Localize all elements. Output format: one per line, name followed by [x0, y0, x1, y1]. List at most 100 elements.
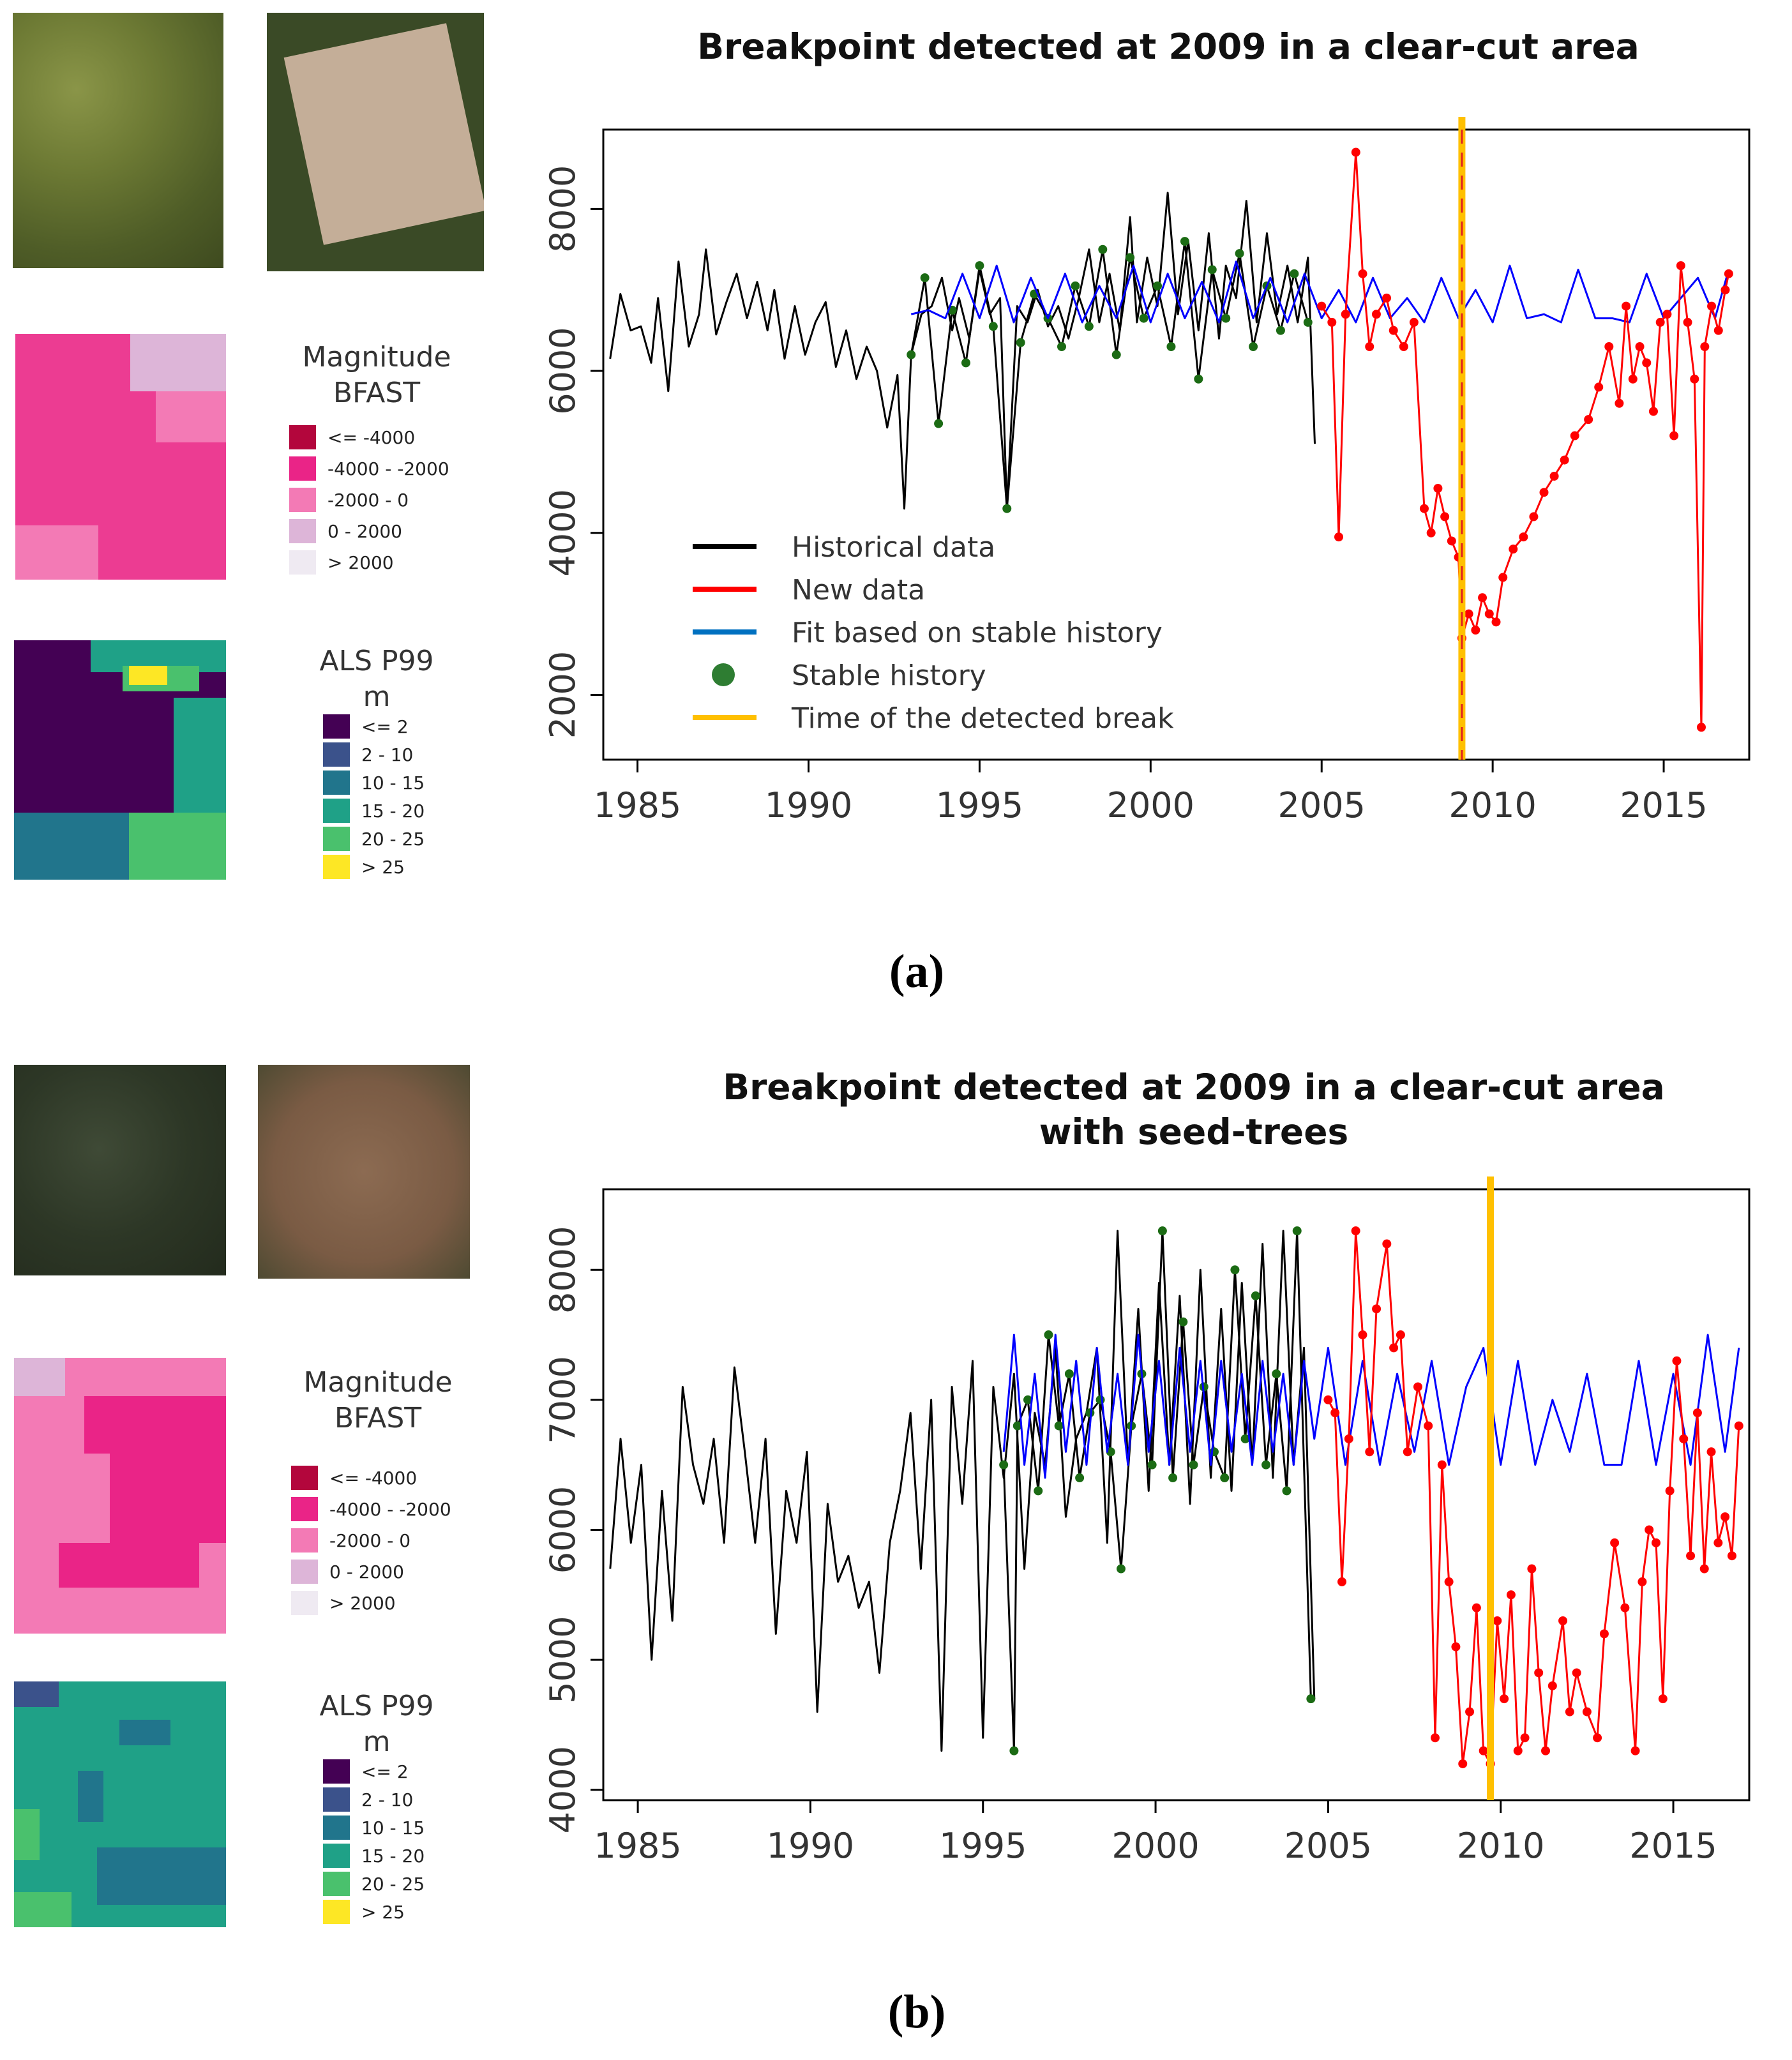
- new-data-point: [1652, 1538, 1661, 1547]
- als-legend-title-b: ALS P99 m: [319, 1690, 434, 1758]
- stable-history-point: [1084, 322, 1094, 331]
- new-data-point: [1520, 1733, 1530, 1743]
- legend-swatch: [323, 1816, 350, 1840]
- new-data-point: [1658, 1694, 1668, 1704]
- plot-frame: [602, 1188, 1751, 1801]
- stable-history-point: [1013, 1421, 1022, 1431]
- legend-swatch: [289, 519, 316, 543]
- new-data-point: [1351, 1226, 1360, 1236]
- new-data-line: [1327, 1229, 1740, 1765]
- stable-history-point: [1139, 313, 1148, 323]
- y-tick-label: 4000: [543, 1746, 583, 1833]
- legend-swatch: [323, 1844, 350, 1868]
- x-tick-label: 2005: [1284, 1826, 1372, 1866]
- stable-history-point: [1064, 1369, 1074, 1379]
- new-data-point: [1337, 1577, 1347, 1586]
- new-data-point: [1403, 1447, 1412, 1457]
- new-data-point: [1451, 1642, 1461, 1651]
- new-data-point: [1630, 1746, 1640, 1756]
- legend-entry: -4000 - -2000: [291, 1496, 451, 1522]
- historical-data-line: [609, 192, 1316, 510]
- new-data-point: [1389, 326, 1398, 335]
- new-data-point: [1669, 431, 1679, 440]
- new-data-point: [1433, 484, 1443, 493]
- stable-history-point: [1153, 281, 1163, 290]
- stable-history-point: [1235, 249, 1244, 259]
- legend-swatch: [289, 425, 316, 449]
- new-data-point: [1700, 342, 1710, 351]
- stable-history-line: [910, 240, 1309, 510]
- y-tick-label: 5000: [543, 1616, 583, 1703]
- new-data-point: [1498, 573, 1508, 582]
- new-data-point: [1529, 512, 1539, 522]
- legend-label: 20 - 25: [361, 828, 425, 850]
- new-data-point: [1683, 317, 1692, 327]
- legend-entry: > 2000: [291, 1590, 396, 1616]
- new-data-point: [1549, 471, 1559, 481]
- legend-entry: 15 - 20: [323, 798, 425, 823]
- stable-history-point: [975, 261, 984, 271]
- new-data-point: [1645, 1525, 1654, 1535]
- new-data-point: [1426, 528, 1436, 538]
- new-data-point: [1500, 1694, 1509, 1704]
- stable-history-point: [1009, 1746, 1019, 1756]
- x-tick-label: 1990: [765, 785, 852, 825]
- new-data-point: [1706, 1447, 1716, 1457]
- new-data-point: [1648, 407, 1658, 416]
- stable-history-point: [1096, 1395, 1105, 1404]
- new-data-point: [1365, 342, 1374, 351]
- x-tick-label: 2015: [1629, 1826, 1717, 1866]
- new-data-point: [1389, 1343, 1399, 1353]
- stable-history-point: [1044, 1330, 1053, 1340]
- stable-history-point: [1016, 338, 1025, 347]
- legend-swatch: [323, 1787, 350, 1812]
- panel-label-a: (a): [889, 945, 945, 998]
- new-data-point: [1491, 617, 1501, 627]
- stable-history-point: [1147, 1460, 1157, 1470]
- x-tick-label: 2005: [1278, 785, 1366, 825]
- new-data-point: [1572, 1668, 1581, 1678]
- stable-history-point: [1230, 1265, 1240, 1275]
- legend-entry: 0 - 2000: [289, 518, 402, 544]
- x-tick-label: 1990: [767, 1826, 854, 1866]
- new-data-point: [1720, 285, 1730, 295]
- new-data-point: [1444, 1577, 1454, 1586]
- new-data-point: [1642, 358, 1652, 368]
- x-tick-label: 2000: [1111, 1826, 1199, 1866]
- stable-history-point: [1189, 1460, 1198, 1470]
- legend-swatch: [323, 1759, 350, 1784]
- legend-label: 0 - 2000: [329, 1561, 404, 1583]
- legend-swatch: [291, 1466, 318, 1490]
- new-data-point: [1513, 1746, 1523, 1756]
- new-data-point: [1447, 536, 1456, 546]
- stable-history-point: [1111, 350, 1121, 359]
- new-data-point: [1558, 1616, 1568, 1626]
- legend-swatch: [323, 742, 350, 767]
- new-data-point: [1547, 1681, 1557, 1690]
- new-data-point: [1344, 1434, 1353, 1443]
- stable-history-point: [934, 419, 944, 428]
- legend-label: 20 - 25: [361, 1873, 425, 1895]
- new-data-point: [1430, 1733, 1440, 1743]
- legend-label: Historical data: [792, 531, 995, 564]
- new-data-point: [1604, 342, 1614, 351]
- x-tick-label: 1995: [939, 1826, 1027, 1866]
- new-data-point: [1506, 1590, 1516, 1600]
- legend-label: -4000 - -2000: [329, 1498, 451, 1520]
- legend-label: Time of the detected break: [791, 702, 1174, 735]
- legend-entry: <= 2: [323, 1759, 409, 1784]
- legend-entry: <= 2: [323, 714, 409, 739]
- legend-label: <= 2: [361, 716, 409, 737]
- new-data-point: [1676, 261, 1685, 271]
- stable-history-point: [1166, 342, 1176, 351]
- new-data-point: [1371, 310, 1381, 319]
- new-data-point: [1635, 342, 1645, 351]
- stable-history-point: [1023, 1395, 1033, 1404]
- new-data-point: [1424, 1421, 1433, 1431]
- stable-history-point: [1126, 253, 1135, 262]
- y-tick-label: 2000: [543, 651, 583, 739]
- chart-title-b: Breakpoint detected at 2009 in a clear-c…: [723, 1067, 1665, 1152]
- stable-history-point: [961, 358, 970, 368]
- new-data-point: [1593, 1733, 1602, 1743]
- new-data-point: [1599, 1629, 1609, 1639]
